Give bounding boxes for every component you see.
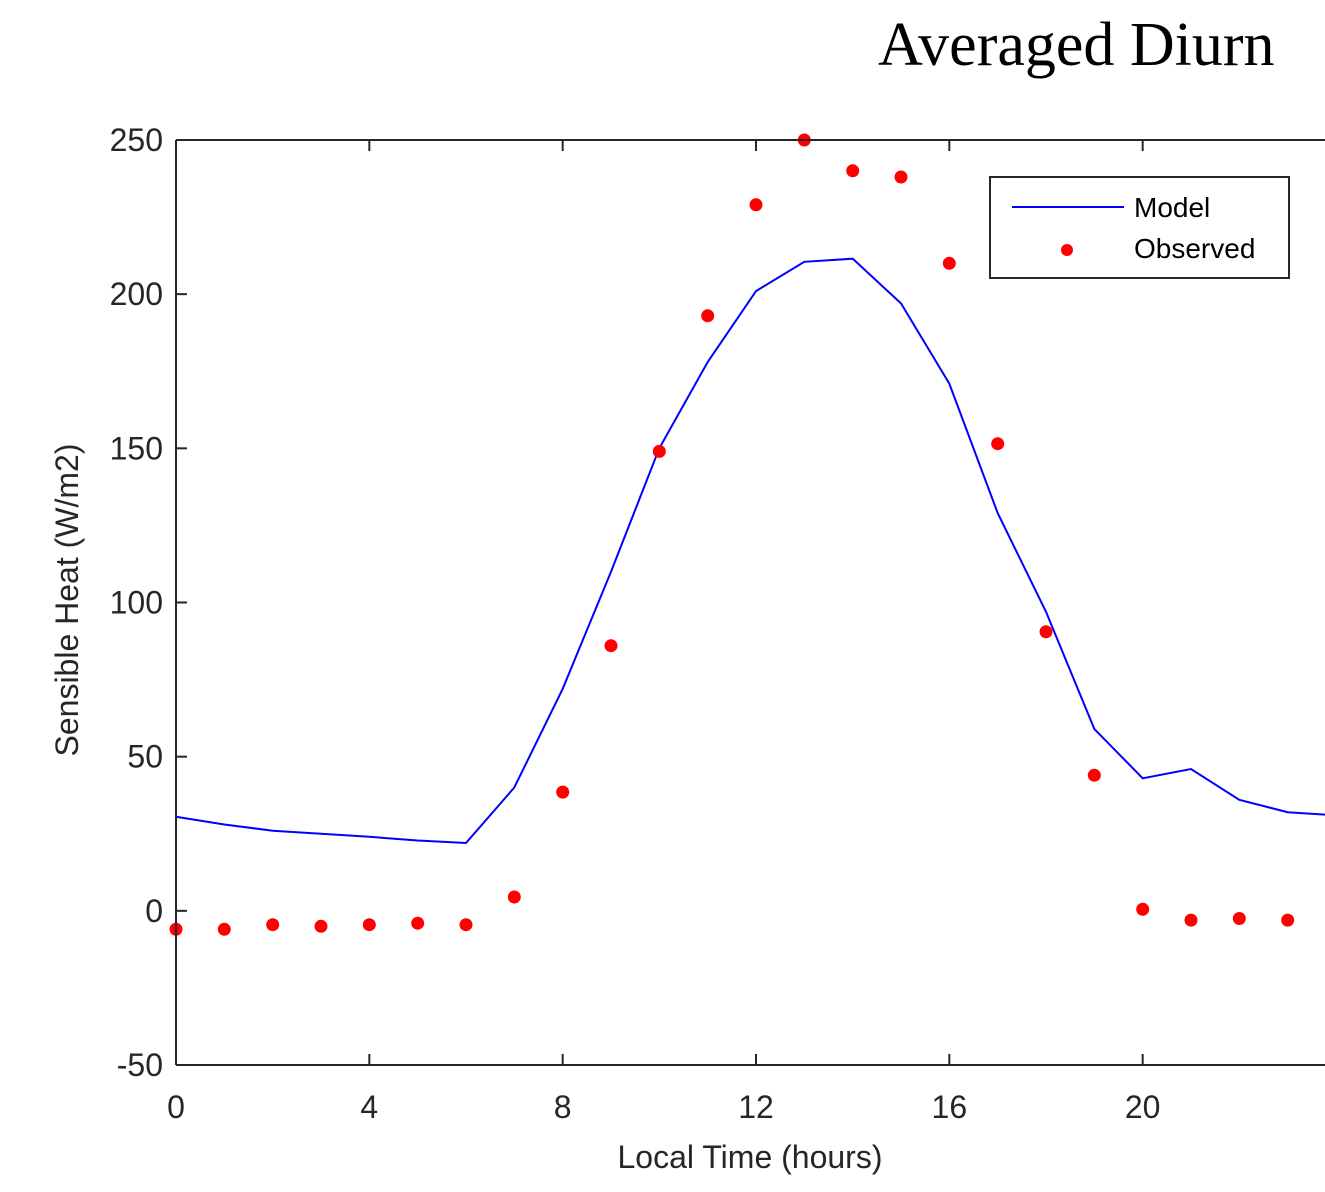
observed-point xyxy=(701,309,715,323)
y-tick-label: 50 xyxy=(127,739,163,775)
observed-point xyxy=(942,256,956,270)
observed-point xyxy=(314,919,328,933)
observed-point xyxy=(1232,912,1246,925)
x-tick-label: 20 xyxy=(1125,1089,1161,1125)
observed-point xyxy=(266,918,280,932)
observed-point xyxy=(749,198,763,212)
x-tick-label: 16 xyxy=(932,1089,968,1125)
observed-point xyxy=(459,918,473,932)
plot-area xyxy=(176,140,1325,1065)
chart-title: Averaged Diurn xyxy=(878,11,1275,79)
observed-point xyxy=(846,164,860,178)
observed-point xyxy=(362,918,376,932)
y-tick-label: -50 xyxy=(117,1047,163,1083)
observed-point xyxy=(1281,913,1295,927)
observed-point xyxy=(894,170,908,184)
y-tick-label: 150 xyxy=(110,430,163,466)
observed-point xyxy=(556,785,570,799)
observed-point xyxy=(507,890,521,904)
observed-point xyxy=(604,639,618,653)
model-series-line xyxy=(175,257,1325,845)
observed-point xyxy=(1087,768,1101,782)
y-tick-label: 250 xyxy=(110,122,163,158)
observed-point xyxy=(1184,913,1198,927)
x-axis-label: Local Time (hours) xyxy=(618,1139,883,1175)
x-tick-label: 0 xyxy=(167,1089,185,1125)
x-tick-label: 12 xyxy=(738,1089,774,1125)
observed-point xyxy=(652,444,666,458)
x-tick-label: 8 xyxy=(554,1089,572,1125)
legend-box xyxy=(989,176,1290,279)
y-tick-label: 200 xyxy=(110,276,163,312)
observed-point xyxy=(217,922,231,936)
x-tick-label: 4 xyxy=(360,1089,378,1125)
observed-point xyxy=(1039,625,1053,639)
legend-observed-label: Observed xyxy=(1134,233,1255,264)
series-layer xyxy=(169,133,1325,936)
y-axis-label: Sensible Heat (W/m2) xyxy=(49,444,85,757)
observed-point xyxy=(1136,902,1150,916)
legend-model-label: Model xyxy=(1134,192,1210,223)
observed-point xyxy=(991,437,1005,451)
y-tick-label: 0 xyxy=(145,893,163,929)
legend: Model Observed xyxy=(989,176,1290,279)
legend-observed-swatch xyxy=(1061,244,1073,256)
observed-point xyxy=(411,916,425,930)
y-tick-label: 100 xyxy=(110,585,163,621)
